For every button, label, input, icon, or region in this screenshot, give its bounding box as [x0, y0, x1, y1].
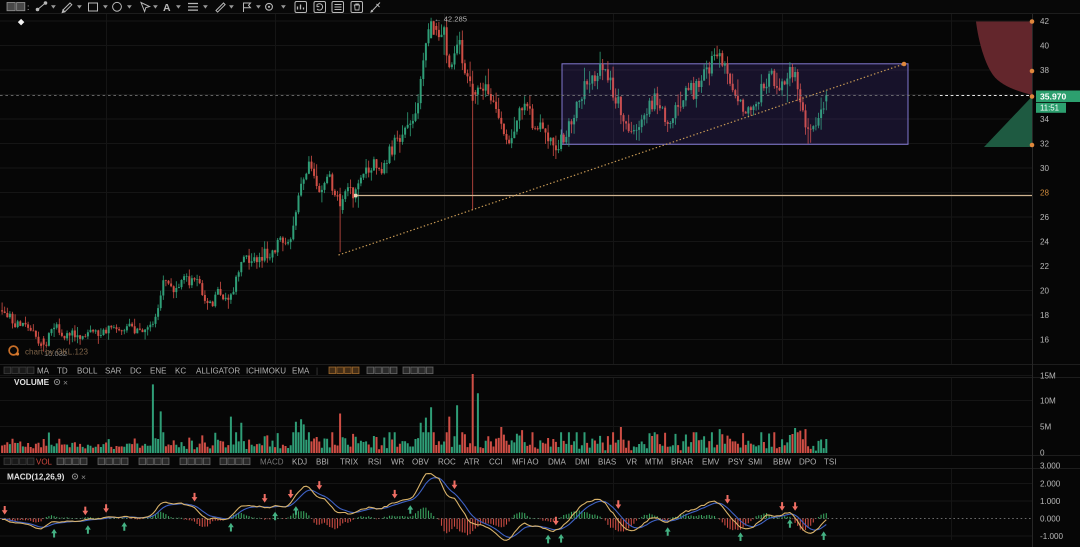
svg-text:VOL: VOL [36, 458, 53, 467]
svg-text:SAR: SAR [105, 367, 122, 376]
svg-text:38: 38 [1040, 66, 1050, 75]
svg-text:×: × [81, 472, 86, 482]
svg-text:← 42.285: ← 42.285 [434, 15, 467, 24]
svg-text:×: × [63, 378, 68, 388]
svg-text:ATR: ATR [464, 458, 480, 467]
svg-text:30: 30 [1040, 164, 1050, 173]
svg-text:BBW: BBW [773, 458, 792, 467]
svg-text:DPO: DPO [799, 458, 816, 467]
svg-text:BRAR: BRAR [671, 458, 693, 467]
svg-text:20: 20 [1040, 287, 1050, 296]
svg-text:35.970: 35.970 [1040, 92, 1067, 102]
svg-text:3.000: 3.000 [1040, 462, 1061, 471]
svg-text:EMA: EMA [292, 367, 310, 376]
svg-text::: : [27, 2, 29, 12]
svg-text:40: 40 [1040, 42, 1050, 51]
svg-text:ENE: ENE [150, 367, 166, 376]
svg-text:SMI: SMI [748, 458, 762, 467]
svg-text:24: 24 [1040, 238, 1050, 247]
svg-text:ICHIMOKU: ICHIMOKU [246, 367, 286, 376]
svg-text:PSY: PSY [728, 458, 745, 467]
svg-text:MTM: MTM [645, 458, 664, 467]
svg-text:22: 22 [1040, 262, 1050, 271]
svg-text:VR: VR [626, 458, 637, 467]
svg-text:ROC: ROC [438, 458, 456, 467]
svg-text:10M: 10M [1040, 397, 1056, 406]
svg-text:11:51: 11:51 [1040, 104, 1059, 113]
svg-text:BBI: BBI [316, 458, 329, 467]
svg-text:DMI: DMI [575, 458, 590, 467]
svg-text:BOLL: BOLL [77, 367, 98, 376]
svg-text:A: A [163, 2, 171, 14]
svg-text:AO: AO [527, 458, 539, 467]
svg-text:chart by OKL.123: chart by OKL.123 [25, 348, 88, 357]
svg-text:EMV: EMV [702, 458, 720, 467]
svg-text:28: 28 [1040, 189, 1050, 198]
svg-text:CCI: CCI [489, 458, 503, 467]
svg-text:BIAS: BIAS [598, 458, 616, 467]
svg-text:15.032: 15.032 [44, 349, 67, 358]
svg-text:MACD: MACD [260, 458, 284, 467]
svg-text:0: 0 [1040, 449, 1045, 458]
svg-text:OBV: OBV [412, 458, 430, 467]
svg-text:MACD(12,26,9): MACD(12,26,9) [7, 473, 65, 482]
svg-text:16: 16 [1040, 336, 1050, 345]
svg-text:VOLUME: VOLUME [14, 378, 50, 387]
svg-text:TRIX: TRIX [340, 458, 359, 467]
svg-text:WR: WR [391, 458, 405, 467]
svg-text:TD: TD [57, 367, 68, 376]
svg-text:-1.000: -1.000 [1040, 532, 1063, 541]
svg-text:MFI: MFI [512, 458, 526, 467]
svg-text:18: 18 [1040, 311, 1050, 320]
svg-text:34: 34 [1040, 115, 1050, 124]
svg-text:DMA: DMA [548, 458, 566, 467]
svg-text:42: 42 [1040, 17, 1050, 26]
svg-text:|: | [316, 367, 318, 376]
svg-text:KC: KC [175, 367, 186, 376]
svg-text:DC: DC [130, 367, 142, 376]
svg-text:TSI: TSI [824, 458, 836, 467]
svg-text:15M: 15M [1040, 372, 1056, 381]
svg-text:RSI: RSI [368, 458, 381, 467]
svg-text:ALLIGATOR: ALLIGATOR [196, 367, 240, 376]
svg-text:32: 32 [1040, 140, 1050, 149]
svg-text:KDJ: KDJ [292, 458, 307, 467]
svg-text:5M: 5M [1040, 422, 1052, 431]
svg-text:0.000: 0.000 [1040, 515, 1061, 524]
svg-text:26: 26 [1040, 213, 1050, 222]
svg-text:2.000: 2.000 [1040, 479, 1061, 488]
svg-text:MA: MA [37, 367, 50, 376]
svg-text:1.000: 1.000 [1040, 497, 1061, 506]
